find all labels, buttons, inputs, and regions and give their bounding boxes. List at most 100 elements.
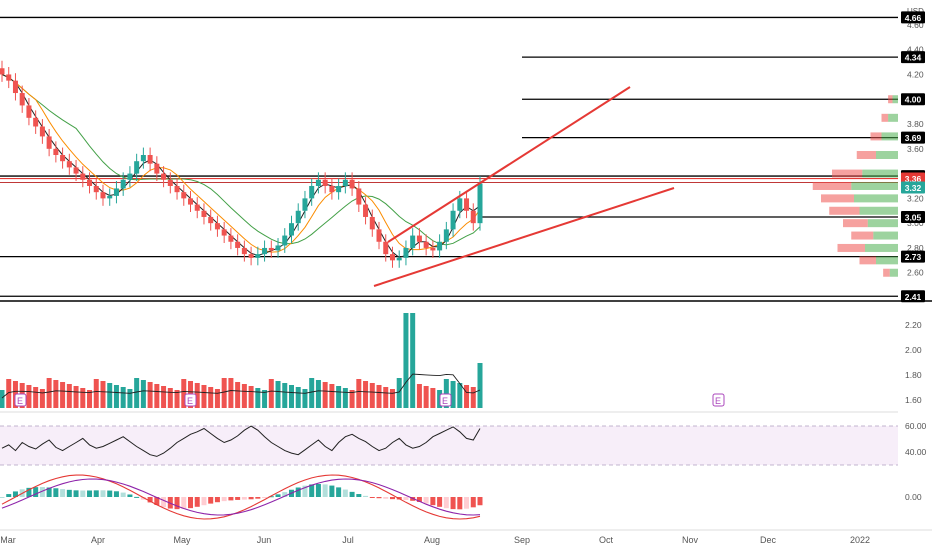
volume-bar[interactable]: [174, 390, 180, 408]
volume-bar[interactable]: [268, 379, 274, 408]
volume-bar[interactable]: [389, 389, 395, 408]
volume-bar[interactable]: [66, 384, 72, 408]
rsi-pane[interactable]: [0, 425, 898, 466]
candle[interactable]: [188, 198, 194, 205]
earnings-icon[interactable]: [14, 393, 27, 407]
candle[interactable]: [248, 254, 254, 258]
volume-bar[interactable]: [161, 386, 167, 408]
candle[interactable]: [369, 216, 375, 230]
volume-bar[interactable]: [221, 378, 227, 408]
volume-bar[interactable]: [282, 383, 288, 408]
volume-bar[interactable]: [6, 379, 12, 408]
volume-bar[interactable]: [403, 313, 409, 408]
candle[interactable]: [255, 254, 261, 258]
candle[interactable]: [288, 223, 294, 236]
candle[interactable]: [241, 247, 247, 255]
candle[interactable]: [396, 257, 402, 261]
candle[interactable]: [464, 198, 470, 211]
volume-bar[interactable]: [100, 381, 106, 408]
candle[interactable]: [342, 179, 348, 186]
level-price-tag[interactable]: [901, 51, 925, 64]
candle[interactable]: [147, 155, 153, 164]
volume-bar[interactable]: [383, 387, 389, 408]
candle[interactable]: [275, 245, 281, 251]
volume-bar[interactable]: [464, 385, 470, 408]
level-price-tag[interactable]: [901, 131, 925, 144]
candle[interactable]: [268, 247, 274, 251]
earnings-icon[interactable]: [184, 393, 197, 407]
level-price-tag[interactable]: [901, 290, 925, 303]
candle[interactable]: [66, 161, 72, 168]
candle[interactable]: [60, 155, 66, 162]
candle[interactable]: [322, 179, 328, 186]
candle[interactable]: [181, 192, 187, 199]
volume-bar[interactable]: [120, 387, 126, 408]
candle[interactable]: [228, 235, 234, 242]
candle[interactable]: [302, 198, 308, 211]
candle[interactable]: [134, 161, 140, 174]
volume-bar[interactable]: [322, 382, 328, 408]
candle[interactable]: [443, 229, 449, 242]
volume-bar[interactable]: [275, 381, 281, 408]
volume-bar[interactable]: [477, 363, 483, 408]
volume-bar[interactable]: [33, 387, 39, 408]
volume-bar[interactable]: [309, 378, 315, 408]
volume-bar[interactable]: [302, 389, 308, 408]
candle[interactable]: [154, 163, 160, 174]
volume-bar[interactable]: [450, 381, 456, 408]
earnings-icon[interactable]: [712, 393, 725, 407]
candle[interactable]: [87, 179, 93, 186]
price-pane[interactable]: [0, 16, 932, 302]
candle[interactable]: [376, 229, 382, 242]
candle[interactable]: [349, 179, 355, 189]
volume-bar[interactable]: [0, 390, 5, 408]
candle[interactable]: [389, 254, 395, 261]
candle[interactable]: [33, 117, 39, 127]
candle[interactable]: [100, 192, 106, 199]
candle[interactable]: [39, 126, 45, 137]
candle[interactable]: [208, 216, 214, 224]
volume-bar[interactable]: [60, 382, 66, 408]
volume-bar[interactable]: [410, 313, 416, 408]
candle[interactable]: [53, 148, 59, 155]
candle[interactable]: [194, 204, 200, 211]
volume-bar[interactable]: [369, 383, 375, 408]
volume-bar[interactable]: [228, 378, 234, 408]
candle[interactable]: [6, 74, 12, 81]
lower-trendline[interactable]: [373, 187, 675, 287]
candle[interactable]: [140, 155, 146, 162]
volume-bar[interactable]: [73, 386, 79, 408]
volume-bar[interactable]: [80, 388, 86, 408]
candle[interactable]: [457, 198, 463, 211]
volume-bar[interactable]: [26, 385, 32, 408]
volume-bar[interactable]: [342, 388, 348, 408]
candle[interactable]: [19, 93, 25, 106]
candle[interactable]: [0, 68, 5, 75]
volume-bar[interactable]: [53, 380, 59, 408]
candle[interactable]: [383, 241, 389, 255]
candle[interactable]: [477, 183, 483, 224]
candle[interactable]: [423, 241, 429, 248]
level-price-tag[interactable]: [901, 250, 925, 263]
candle[interactable]: [167, 179, 173, 186]
candle[interactable]: [470, 210, 476, 224]
candle[interactable]: [315, 179, 321, 186]
volume-bar[interactable]: [363, 381, 369, 408]
candle[interactable]: [113, 188, 119, 196]
volume-bar[interactable]: [248, 386, 254, 408]
rsi-line[interactable]: [1, 425, 481, 457]
volume-bar[interactable]: [430, 388, 436, 408]
volume-bar[interactable]: [87, 390, 93, 408]
volume-bar[interactable]: [396, 378, 402, 408]
upper-trendline[interactable]: [387, 86, 631, 243]
candle[interactable]: [329, 185, 335, 193]
candle[interactable]: [161, 173, 167, 180]
macd-pane[interactable]: [0, 474, 483, 520]
candle[interactable]: [46, 136, 52, 149]
volume-bar[interactable]: [356, 379, 362, 408]
candle[interactable]: [437, 241, 443, 251]
candle[interactable]: [282, 235, 288, 246]
volume-bar[interactable]: [127, 389, 133, 408]
volume-bar[interactable]: [93, 379, 99, 408]
